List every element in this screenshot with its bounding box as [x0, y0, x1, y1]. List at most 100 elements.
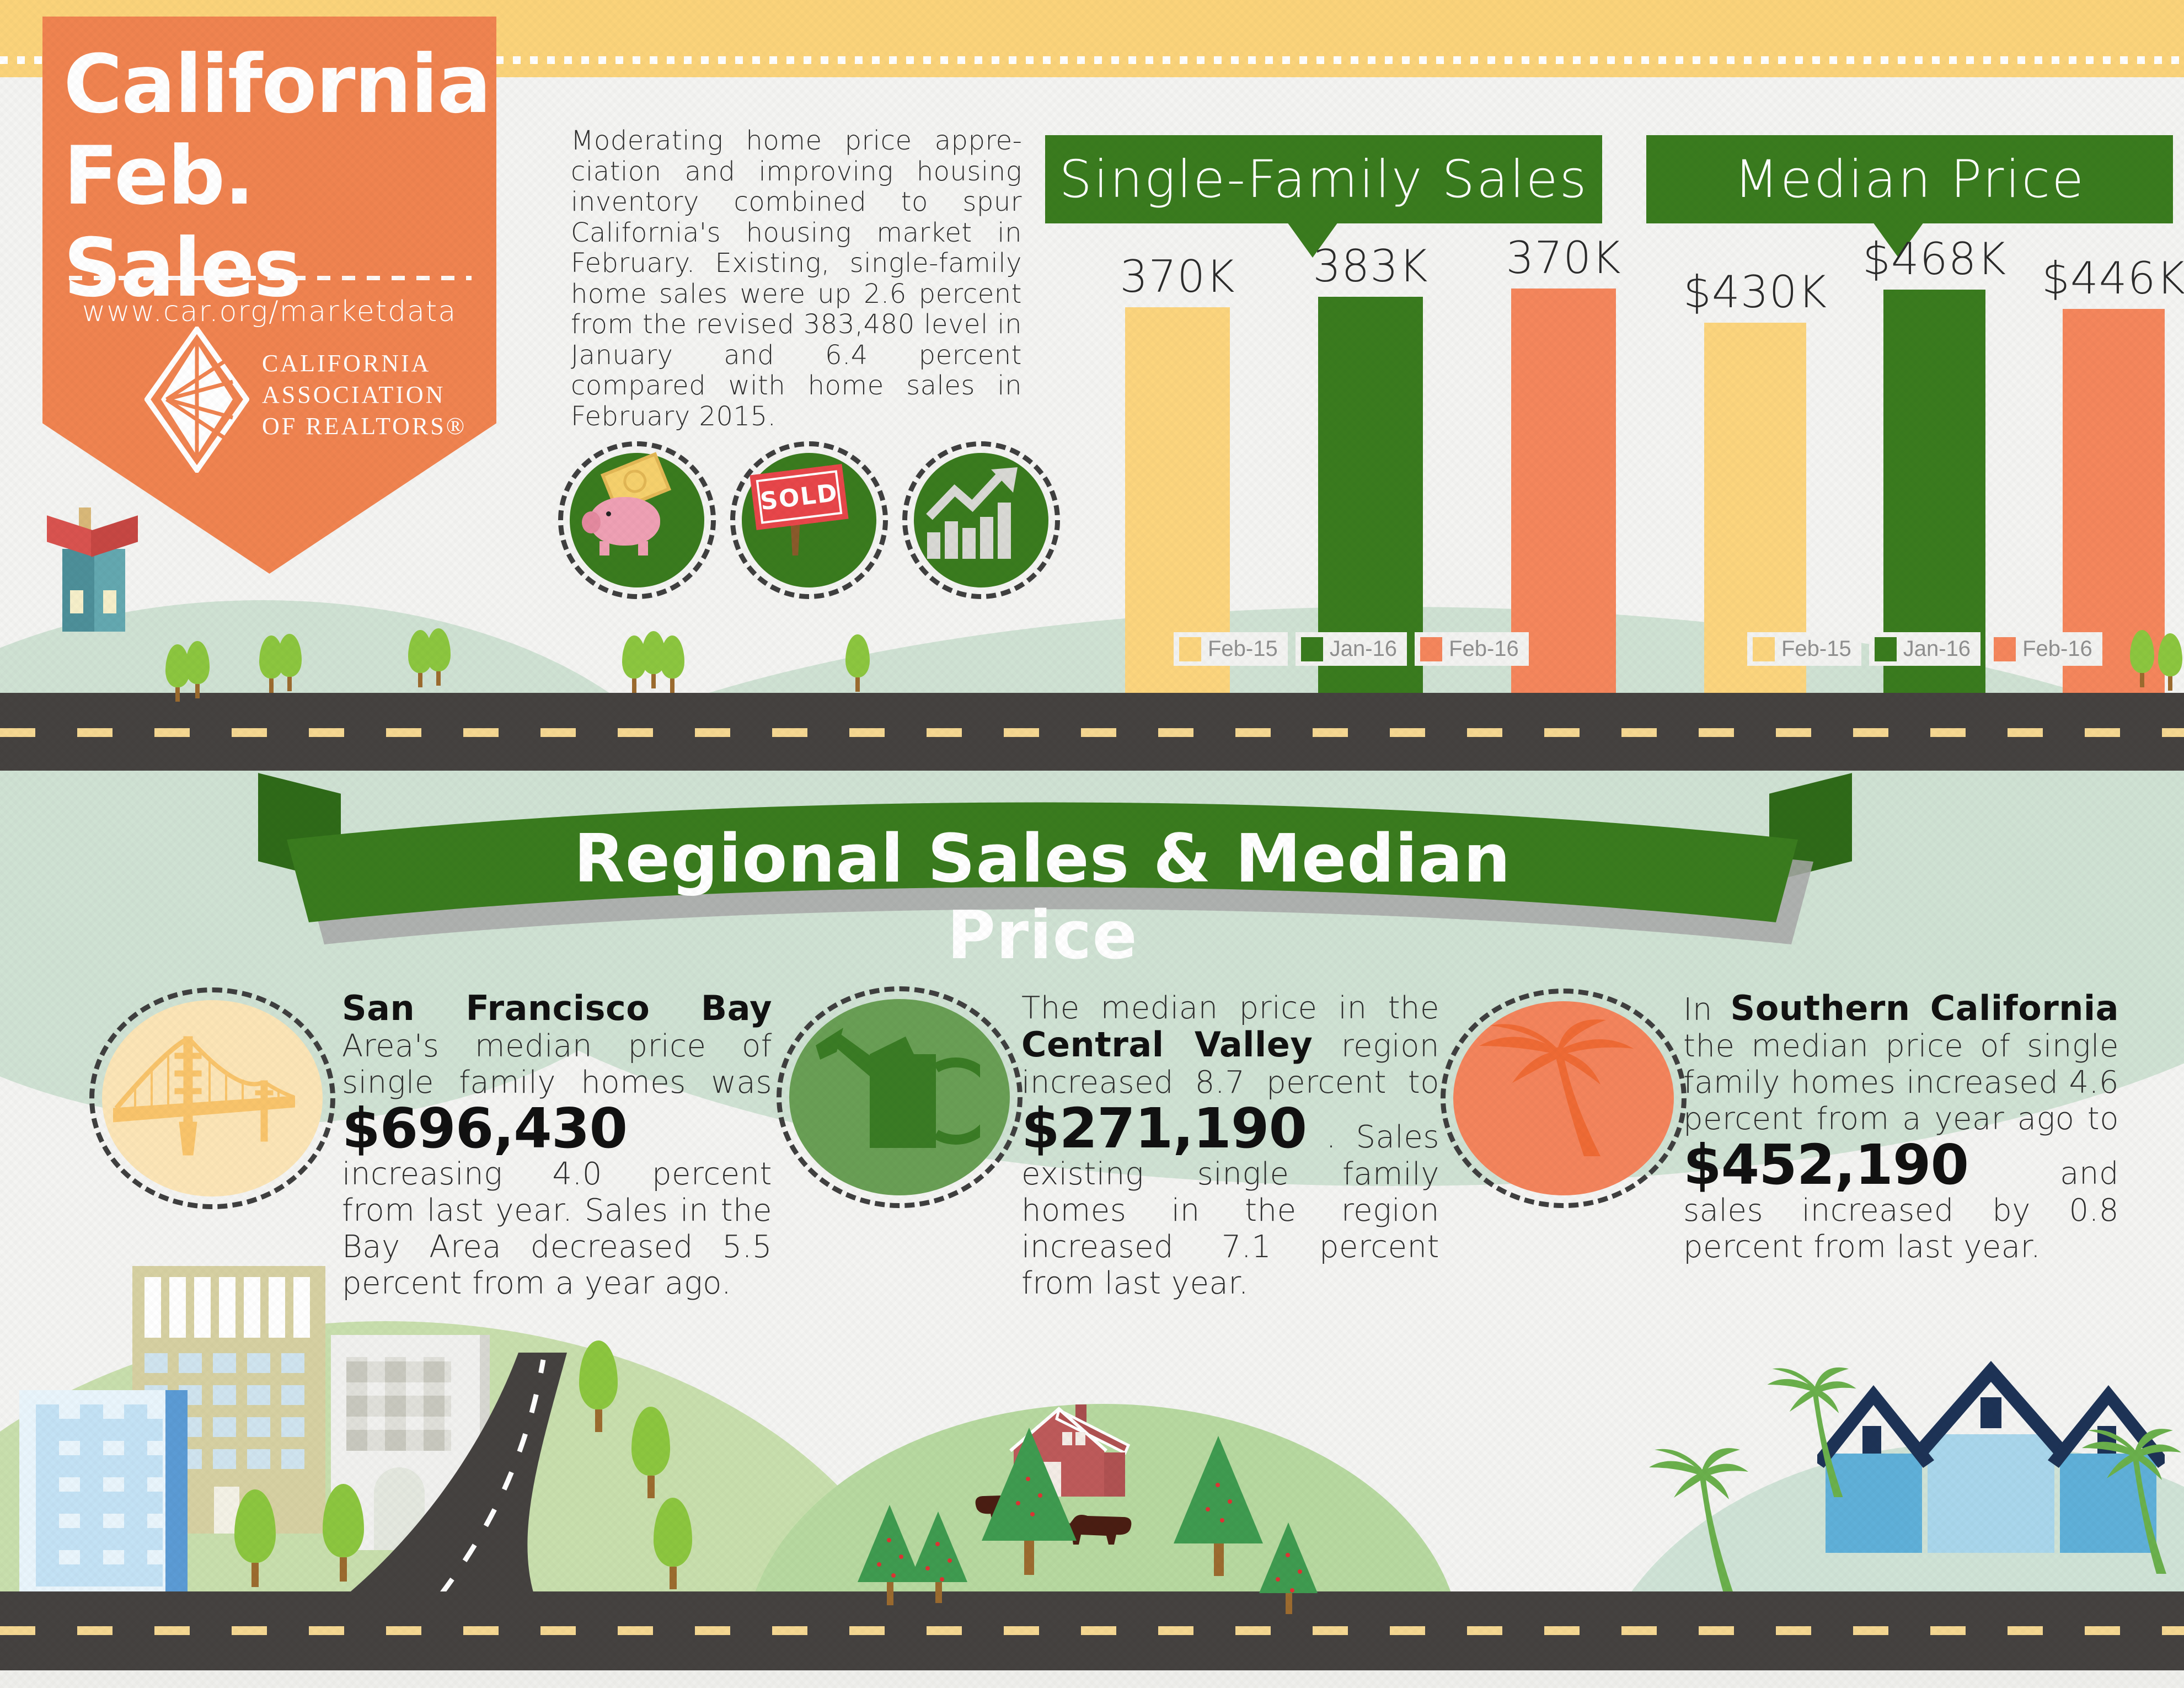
pine-berries: [935, 1541, 940, 1546]
tree-crown: [2130, 630, 2154, 673]
region-southern-california-text: In Southern California the median price …: [1683, 990, 2119, 1265]
region-heading: Central Valley: [1021, 1024, 1313, 1065]
region-body: . Sales existing single family homes in …: [1021, 1119, 1439, 1301]
building-side-stripe: [165, 1390, 188, 1591]
pine-berries: [1285, 1552, 1290, 1557]
pine-berries: [1215, 1482, 1220, 1487]
page-title-line1: California: [63, 38, 491, 131]
legend-label: Jan-16: [1903, 637, 1971, 661]
chart-title-label: Median Price: [1733, 149, 2086, 210]
tree-crown: [277, 634, 302, 677]
chart-title-median-price: Median Price: [1646, 135, 2173, 223]
logo-line1: CALIFORNIA: [262, 350, 431, 377]
tree-icon: [2130, 630, 2154, 687]
road-center-line: [0, 728, 2184, 737]
pine-cone: [982, 1426, 1077, 1541]
piggy-leg: [638, 541, 648, 555]
pine-cone: [909, 1510, 967, 1582]
tree-trunk: [651, 674, 656, 688]
page-title: California Feb. Sales: [63, 38, 491, 314]
region-body: and sales increased by 0.8 percent from …: [1683, 1156, 2119, 1265]
piggy-snout: [582, 511, 601, 533]
golden-gate-bridge-badge: [89, 987, 335, 1209]
car-logo-icon: [144, 327, 249, 473]
tree-crown: [234, 1489, 276, 1563]
pine-berries: [886, 1538, 891, 1542]
hill-road: [347, 1353, 567, 1594]
tree-crown: [579, 1340, 618, 1409]
tree-trunk: [339, 1557, 347, 1582]
legend-single-family-sales: Feb-15 Jan-16 Feb-16: [1174, 632, 1529, 666]
beach-houses: [1817, 1361, 2165, 1553]
growth-chart-badge: [902, 441, 1060, 599]
house-window: [70, 590, 83, 613]
masthead-divider: [69, 276, 472, 280]
bar-jan-16: [1883, 290, 1985, 693]
tree-crown: [323, 1484, 364, 1557]
pine-trunk: [886, 1582, 894, 1605]
car-logo-text: CALIFORNIA ASSOCIATION OF REALTORS®: [262, 348, 467, 442]
region-body: increasing 4.0 percent from last year. S…: [342, 1156, 772, 1301]
tree-icon: [631, 1407, 671, 1499]
legend-swatch: [1420, 637, 1443, 661]
logo-line2: ASSOCIATION: [262, 381, 446, 408]
legend-label: Feb-16: [2022, 637, 2092, 661]
bar-feb-15: [1704, 323, 1806, 693]
pine-trunk: [1214, 1543, 1224, 1576]
pine-cone: [1259, 1521, 1318, 1593]
bar-value-label: 383K: [1313, 241, 1428, 292]
cow-icon: [1062, 1515, 1132, 1545]
piggy-leg: [599, 541, 609, 555]
pine-cone: [1174, 1434, 1263, 1543]
road-center-line: [0, 1626, 2184, 1635]
tree-trunk: [195, 684, 200, 698]
coin-icon: [619, 466, 650, 496]
legend-swatch: [1753, 637, 1775, 661]
chart-header-pointer: [1873, 222, 1924, 258]
tree-icon: [2158, 633, 2182, 691]
region-price: $696,430: [342, 1096, 628, 1161]
bar-value-label: 370K: [1506, 232, 1621, 284]
tree-crown: [845, 634, 870, 677]
legend-label: Feb-15: [1781, 637, 1851, 661]
tree-trunk: [647, 1475, 655, 1499]
tree-trunk: [2168, 676, 2172, 691]
tree-crown: [185, 641, 210, 684]
piggy-eye: [606, 511, 611, 516]
tree-trunk: [251, 1562, 259, 1587]
region-heading: Southern California: [1730, 988, 2119, 1028]
marketdata-link[interactable]: www.car.org/marketdata: [82, 295, 457, 328]
pine-trunk: [1024, 1541, 1035, 1575]
sold-sign-label: SOLD: [756, 470, 843, 524]
sold-sign-icon: SOLD: [750, 464, 849, 530]
page-footer-band: [0, 1670, 2184, 1688]
region-central-valley-text: The median price in the Central Valley r…: [1021, 990, 1439, 1302]
legend-item-jan-16: Jan-16: [1869, 632, 1981, 666]
piggy-bank-badge: [558, 441, 716, 599]
region-body: Area's median price of single family hom…: [342, 1028, 772, 1101]
legend-median-price: Feb-15 Jan-16 Feb-16: [1747, 632, 2102, 666]
bar-feb-15: [1125, 307, 1230, 693]
legend-swatch: [1179, 637, 1201, 661]
tree-icon: [234, 1489, 276, 1587]
intro-paragraph: Moderating home price appre­ciation and …: [571, 125, 1022, 432]
region-body: the median price of single family homes …: [1683, 1028, 2119, 1137]
tree-crown: [426, 628, 451, 671]
tree-crown: [631, 1407, 671, 1476]
legend-swatch: [1994, 637, 2016, 661]
tree-icon: [660, 635, 684, 693]
region-body: region increased 8.7 percent to: [1021, 1028, 1439, 1101]
tree-icon: [845, 634, 870, 692]
tree-trunk: [669, 1566, 677, 1590]
tree-crown: [660, 635, 684, 679]
piggy-bank-icon: [590, 497, 660, 546]
tree-crown: [2158, 633, 2182, 676]
palm-tree: [1767, 1367, 1856, 1497]
tree-trunk: [436, 671, 441, 686]
region-body: In: [1683, 992, 1731, 1028]
golden-gate-bridge-icon: [113, 1036, 295, 1156]
palm-tree: [1649, 1448, 1748, 1593]
bar-value-label: $430K: [1683, 266, 1828, 318]
tree-trunk: [287, 677, 292, 691]
